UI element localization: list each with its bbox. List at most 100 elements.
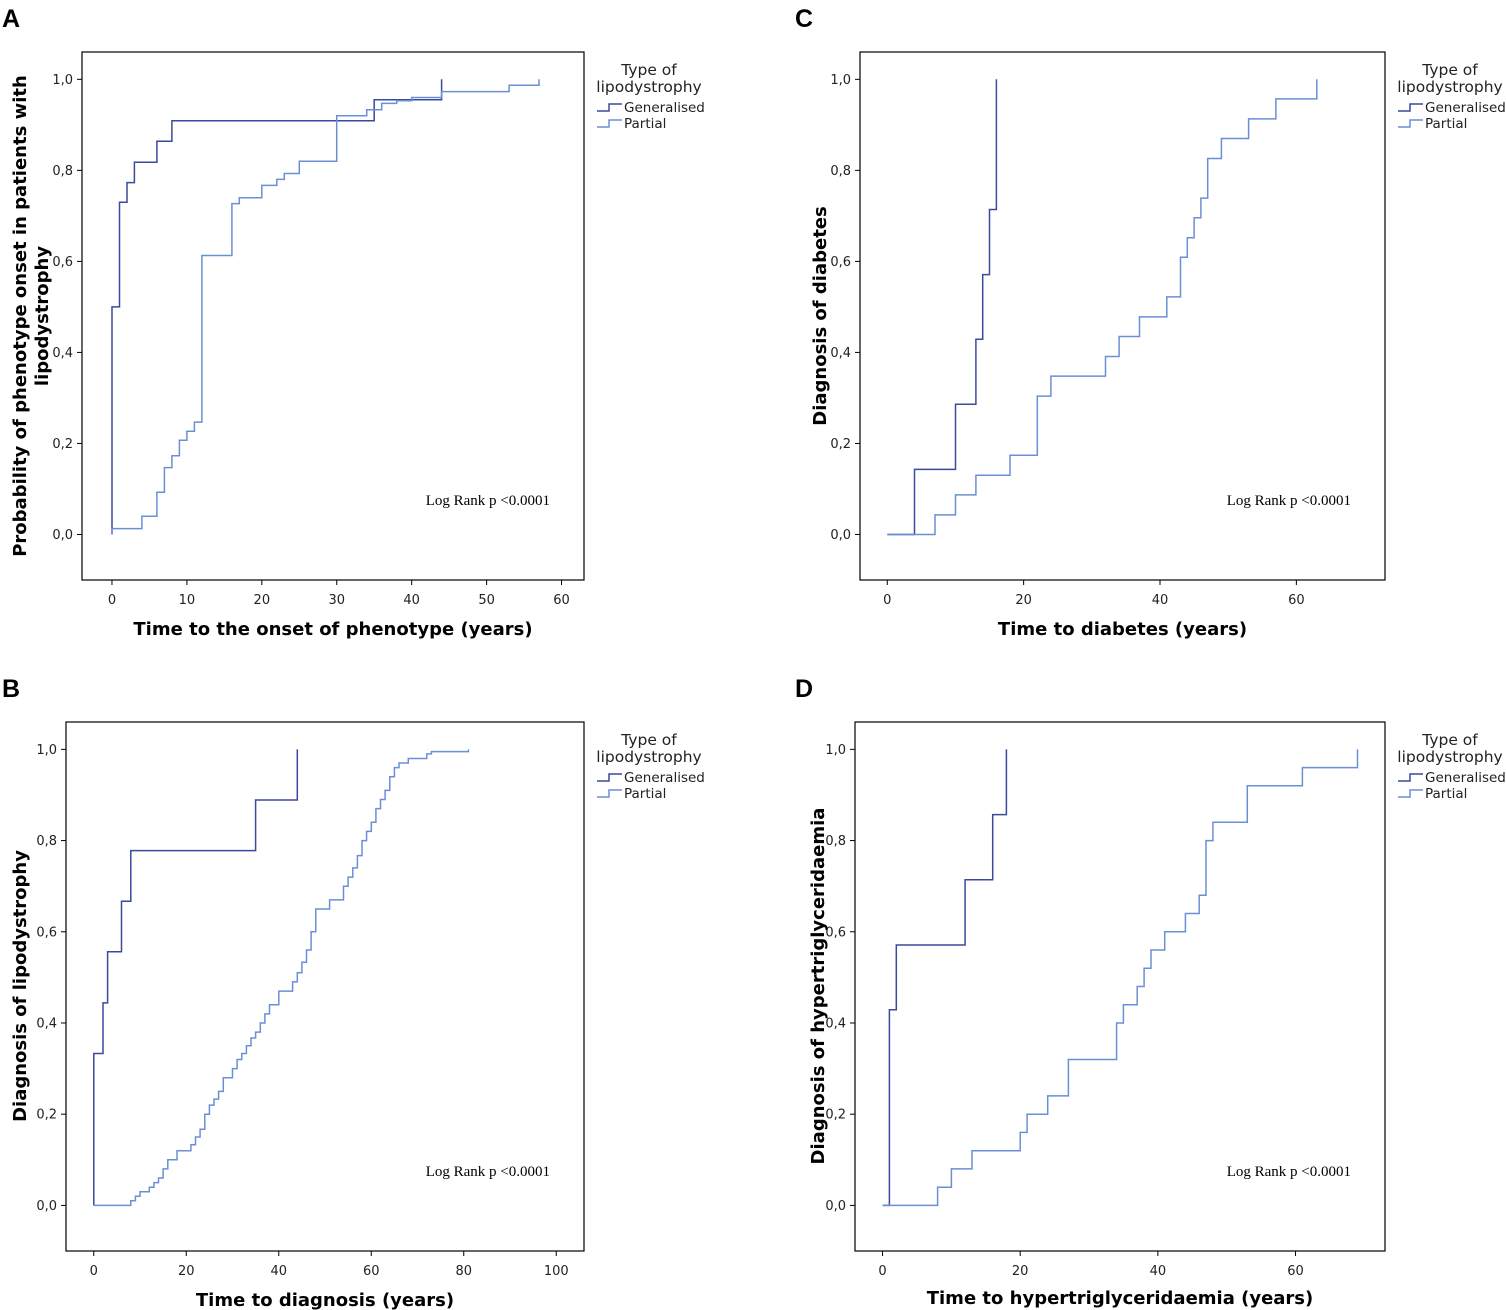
panel-label: C <box>795 5 813 33</box>
panel-a: A 0,0 0,2 0,4 0,6 0,8 1,0 0 10 20 30 40 50 60 Time to … <box>2 5 705 640</box>
y-tick-label: 0,8 <box>825 834 846 849</box>
x-axis-title: Time to diabetes (years) <box>998 619 1247 640</box>
y-tick-label: 0,2 <box>52 437 73 452</box>
plot-frame <box>859 51 1386 581</box>
series-line-partial <box>882 749 1359 1207</box>
panel-label: A <box>2 5 20 33</box>
legend-label-partial: Partial <box>624 786 666 802</box>
y-tick-label: 1,0 <box>52 73 73 88</box>
y-tick-label: 1,0 <box>830 73 851 88</box>
x-tick-label: 30 <box>328 593 345 608</box>
y-tick-label: 0,4 <box>825 1016 846 1031</box>
y-axis-title: Diagnosis of hypertriglyceridaemia <box>808 808 829 1165</box>
x-tick-label: 20 <box>254 593 271 608</box>
x-tick-label: 40 <box>270 1264 287 1279</box>
y-tick-label: 0,0 <box>825 1199 846 1214</box>
x-tick-label: 0 <box>90 1264 98 1279</box>
legend-title: Type of <box>620 731 677 749</box>
y-tick-label: 1,0 <box>36 743 57 758</box>
legend-label-partial: Partial <box>1425 116 1467 132</box>
legend-label-generalised: Generalised <box>1425 100 1506 116</box>
x-tick-label: 100 <box>544 1264 569 1279</box>
legend-swatch-partial <box>1398 119 1423 128</box>
x-tick-label: 60 <box>1287 1264 1304 1279</box>
y-axis-title: Diagnosis of diabetes <box>810 206 831 425</box>
x-axis-title: Time to the onset of phenotype (years) <box>133 619 532 640</box>
legend-swatch-generalised <box>597 103 622 112</box>
x-tick-label: 80 <box>455 1264 472 1279</box>
y-tick-label: 0,4 <box>36 1016 57 1031</box>
legend-title: Type of <box>1421 61 1478 79</box>
plot-frame <box>81 51 585 581</box>
legend-swatch-partial <box>1398 789 1423 798</box>
legend-title: lipodystrophy <box>1397 748 1502 766</box>
y-tick-label: 0,0 <box>830 528 851 543</box>
y-tick-label: 0,2 <box>36 1108 57 1123</box>
series-line-generalised <box>93 749 299 1206</box>
x-tick-label: 20 <box>1012 1264 1029 1279</box>
panel-c: C 0,0 0,2 0,4 0,6 0,8 1,0 0 20 40 60 Time to diabet… <box>795 5 1506 640</box>
legend-swatch-generalised <box>1398 773 1423 782</box>
legend-swatch-generalised <box>1398 103 1423 112</box>
panel-label: D <box>795 675 813 703</box>
x-tick-label: 50 <box>478 593 495 608</box>
series-line-generalised <box>111 79 443 535</box>
y-tick-label: 0,4 <box>830 346 851 361</box>
y-tick-label: 0,0 <box>52 528 73 543</box>
x-tick-label: 40 <box>403 593 420 608</box>
legend-title: lipodystrophy <box>596 78 701 96</box>
y-tick-label: 0,6 <box>825 925 846 940</box>
y-tick-label: 0,8 <box>52 164 73 179</box>
x-tick-label: 60 <box>363 1264 380 1279</box>
legend-label-partial: Partial <box>1425 786 1467 802</box>
legend-title: lipodystrophy <box>1397 78 1502 96</box>
y-tick-label: 0,8 <box>830 164 851 179</box>
legend-swatch-generalised <box>597 773 622 782</box>
y-axis-title: Probability of phenotype onset in patien… <box>10 75 31 557</box>
y-tick-label: 0,2 <box>825 1108 846 1123</box>
series-line-generalised <box>882 749 1008 1207</box>
x-tick-label: 0 <box>878 1264 886 1279</box>
x-tick-label: 40 <box>1150 1264 1167 1279</box>
series-line-partial <box>887 79 1318 536</box>
legend-label-generalised: Generalised <box>624 100 705 116</box>
y-tick-label: 1,0 <box>825 743 846 758</box>
log-rank-annotation: Log Rank p <0.0001 <box>1227 1164 1351 1180</box>
y-axis-title: Diagnosis of lipodystrophy <box>10 850 31 1122</box>
y-tick-label: 0,4 <box>52 346 73 361</box>
x-tick-label: 60 <box>1288 593 1305 608</box>
panel-label: B <box>2 675 20 703</box>
x-tick-label: 0 <box>883 593 891 608</box>
log-rank-annotation: Log Rank p <0.0001 <box>426 493 550 509</box>
legend-title: lipodystrophy <box>596 748 701 766</box>
legend-title: Type of <box>620 61 677 79</box>
y-tick-label: 0,6 <box>36 925 57 940</box>
y-tick-label: 0,8 <box>36 834 57 849</box>
plot-frame <box>854 721 1386 1252</box>
legend-title: Type of <box>1421 731 1478 749</box>
log-rank-annotation: Log Rank p <0.0001 <box>426 1164 550 1180</box>
y-tick-label: 0,6 <box>52 255 73 270</box>
log-rank-annotation: Log Rank p <0.0001 <box>1227 493 1351 509</box>
x-axis-title: Time to hypertriglyceridaemia (years) <box>927 1288 1314 1309</box>
legend-label-generalised: Generalised <box>1425 770 1506 786</box>
x-tick-label: 60 <box>553 593 570 608</box>
x-tick-label: 20 <box>1015 593 1032 608</box>
panel-d: D 0,0 0,2 0,4 0,6 0,8 1,0 0 20 40 60 Time to hypert… <box>795 675 1506 1309</box>
x-tick-label: 40 <box>1152 593 1169 608</box>
legend-swatch-partial <box>597 789 622 798</box>
y-tick-label: 0,6 <box>830 255 851 270</box>
x-tick-label: 10 <box>179 593 196 608</box>
series-line-partial <box>93 749 470 1207</box>
y-tick-label: 0,0 <box>36 1199 57 1214</box>
series-line-partial <box>111 79 540 535</box>
panel-b: B 0,0 0,2 0,4 0,6 0,8 1,0 0 20 40 60 80 100 Time to d… <box>2 675 705 1310</box>
series-line-generalised <box>887 79 998 536</box>
x-axis-title: Time to diagnosis (years) <box>196 1290 454 1310</box>
y-tick-label: 0,2 <box>830 437 851 452</box>
legend-label-partial: Partial <box>624 116 666 132</box>
x-tick-label: 0 <box>108 593 116 608</box>
y-axis-title: lipodystrophy <box>32 246 53 386</box>
x-tick-label: 20 <box>178 1264 195 1279</box>
